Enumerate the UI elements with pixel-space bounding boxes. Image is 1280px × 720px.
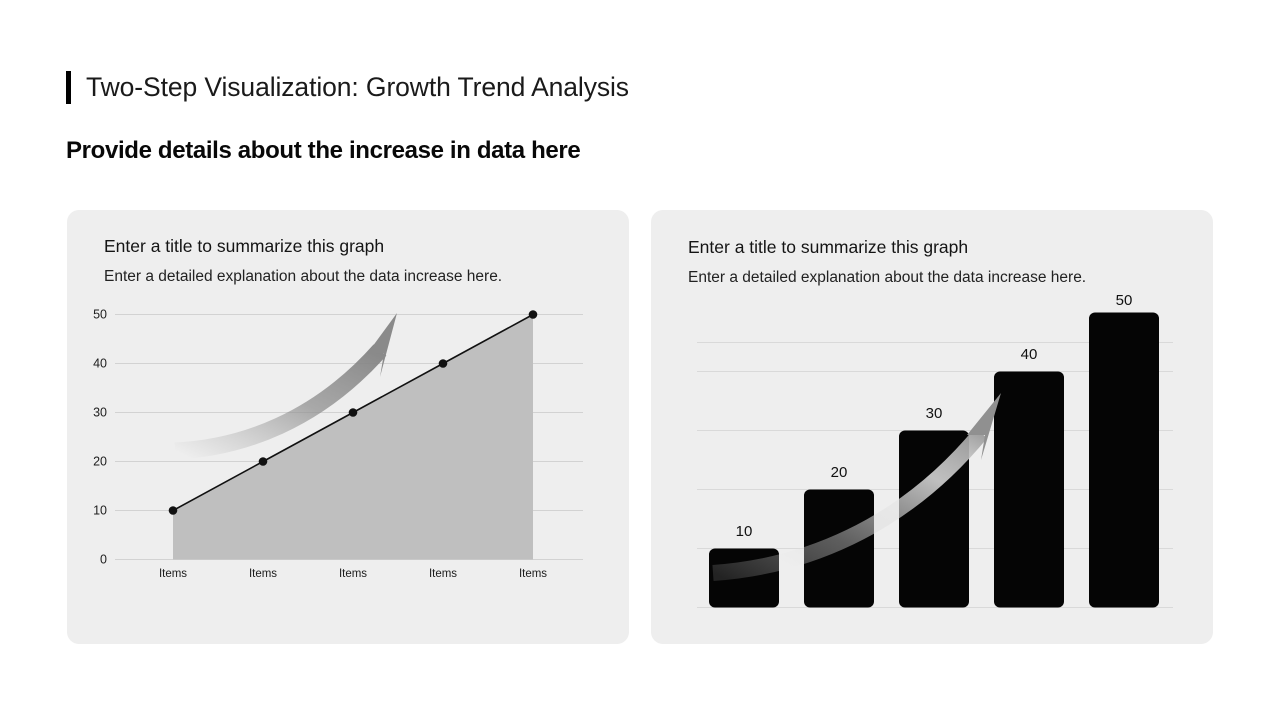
y-tick-0: 0 (100, 553, 107, 567)
line-chart-plot: 0 10 20 30 40 50 (67, 305, 629, 635)
line-chart-svg: 0 10 20 30 40 50 (93, 308, 583, 580)
y-tick-40: 40 (93, 357, 107, 371)
card-subtitle-line: Enter a detailed explanation about the d… (104, 268, 503, 285)
growth-arrow-icon (174, 313, 397, 460)
bar-chart-plot: 10 20 30 40 50 50 (651, 292, 1213, 635)
card-title-line: Enter a title to summarize this graph (104, 236, 385, 256)
data-point-3[interactable] (348, 408, 358, 417)
title-row: Two-Step Visualization: Growth Trend Ana… (66, 64, 1216, 110)
x-label-1: Items (159, 568, 187, 580)
x-label-2: Items (249, 568, 277, 580)
card-subtitle-bar: Enter a detailed explanation about the d… (688, 269, 1087, 286)
bar-value-label-top: 50 (1115, 292, 1133, 309)
bar-4[interactable] (994, 371, 1064, 608)
data-point-2[interactable] (258, 457, 268, 466)
x-label-5: Items (519, 568, 547, 580)
bar-value-labels: 10 20 30 40 50 (736, 346, 1038, 540)
slide-header: Two-Step Visualization: Growth Trend Ana… (66, 64, 1216, 165)
x-axis-category-labels: Items Items Items Items Items (159, 568, 547, 580)
page-subtitle: Provide details about the increase in da… (66, 137, 581, 164)
title-accent-bar (66, 70, 71, 104)
chart-card-line: Enter a title to summarize this graph En… (67, 210, 629, 644)
data-point-5[interactable] (528, 310, 538, 319)
y-tick-50: 50 (93, 308, 107, 322)
data-markers (168, 310, 538, 515)
bar-5[interactable] (1089, 312, 1159, 608)
area-fill (173, 314, 533, 560)
card-title-bar: Enter a title to summarize this graph (688, 237, 969, 257)
bar-chart-svg: 10 20 30 40 50 (697, 312, 1173, 608)
growth-arrow-icon (712, 393, 1001, 581)
y-tick-30: 30 (93, 406, 107, 420)
x-label-4: Items (429, 568, 457, 580)
y-tick-20: 20 (93, 455, 107, 469)
y-axis-tick-labels: 0 10 20 30 40 50 (93, 308, 107, 567)
bar-value-2: 20 (831, 464, 848, 481)
data-point-1[interactable] (168, 506, 178, 515)
page-title: Two-Step Visualization: Growth Trend Ana… (86, 71, 629, 102)
y-tick-10: 10 (93, 504, 107, 518)
data-point-4[interactable] (438, 359, 448, 368)
bar-value-3: 30 (926, 405, 943, 422)
bar-value-1: 10 (736, 523, 753, 540)
x-label-3: Items (339, 568, 367, 580)
bar-value-4: 40 (1021, 346, 1038, 363)
chart-card-bar: Enter a title to summarize this graph En… (651, 210, 1213, 644)
